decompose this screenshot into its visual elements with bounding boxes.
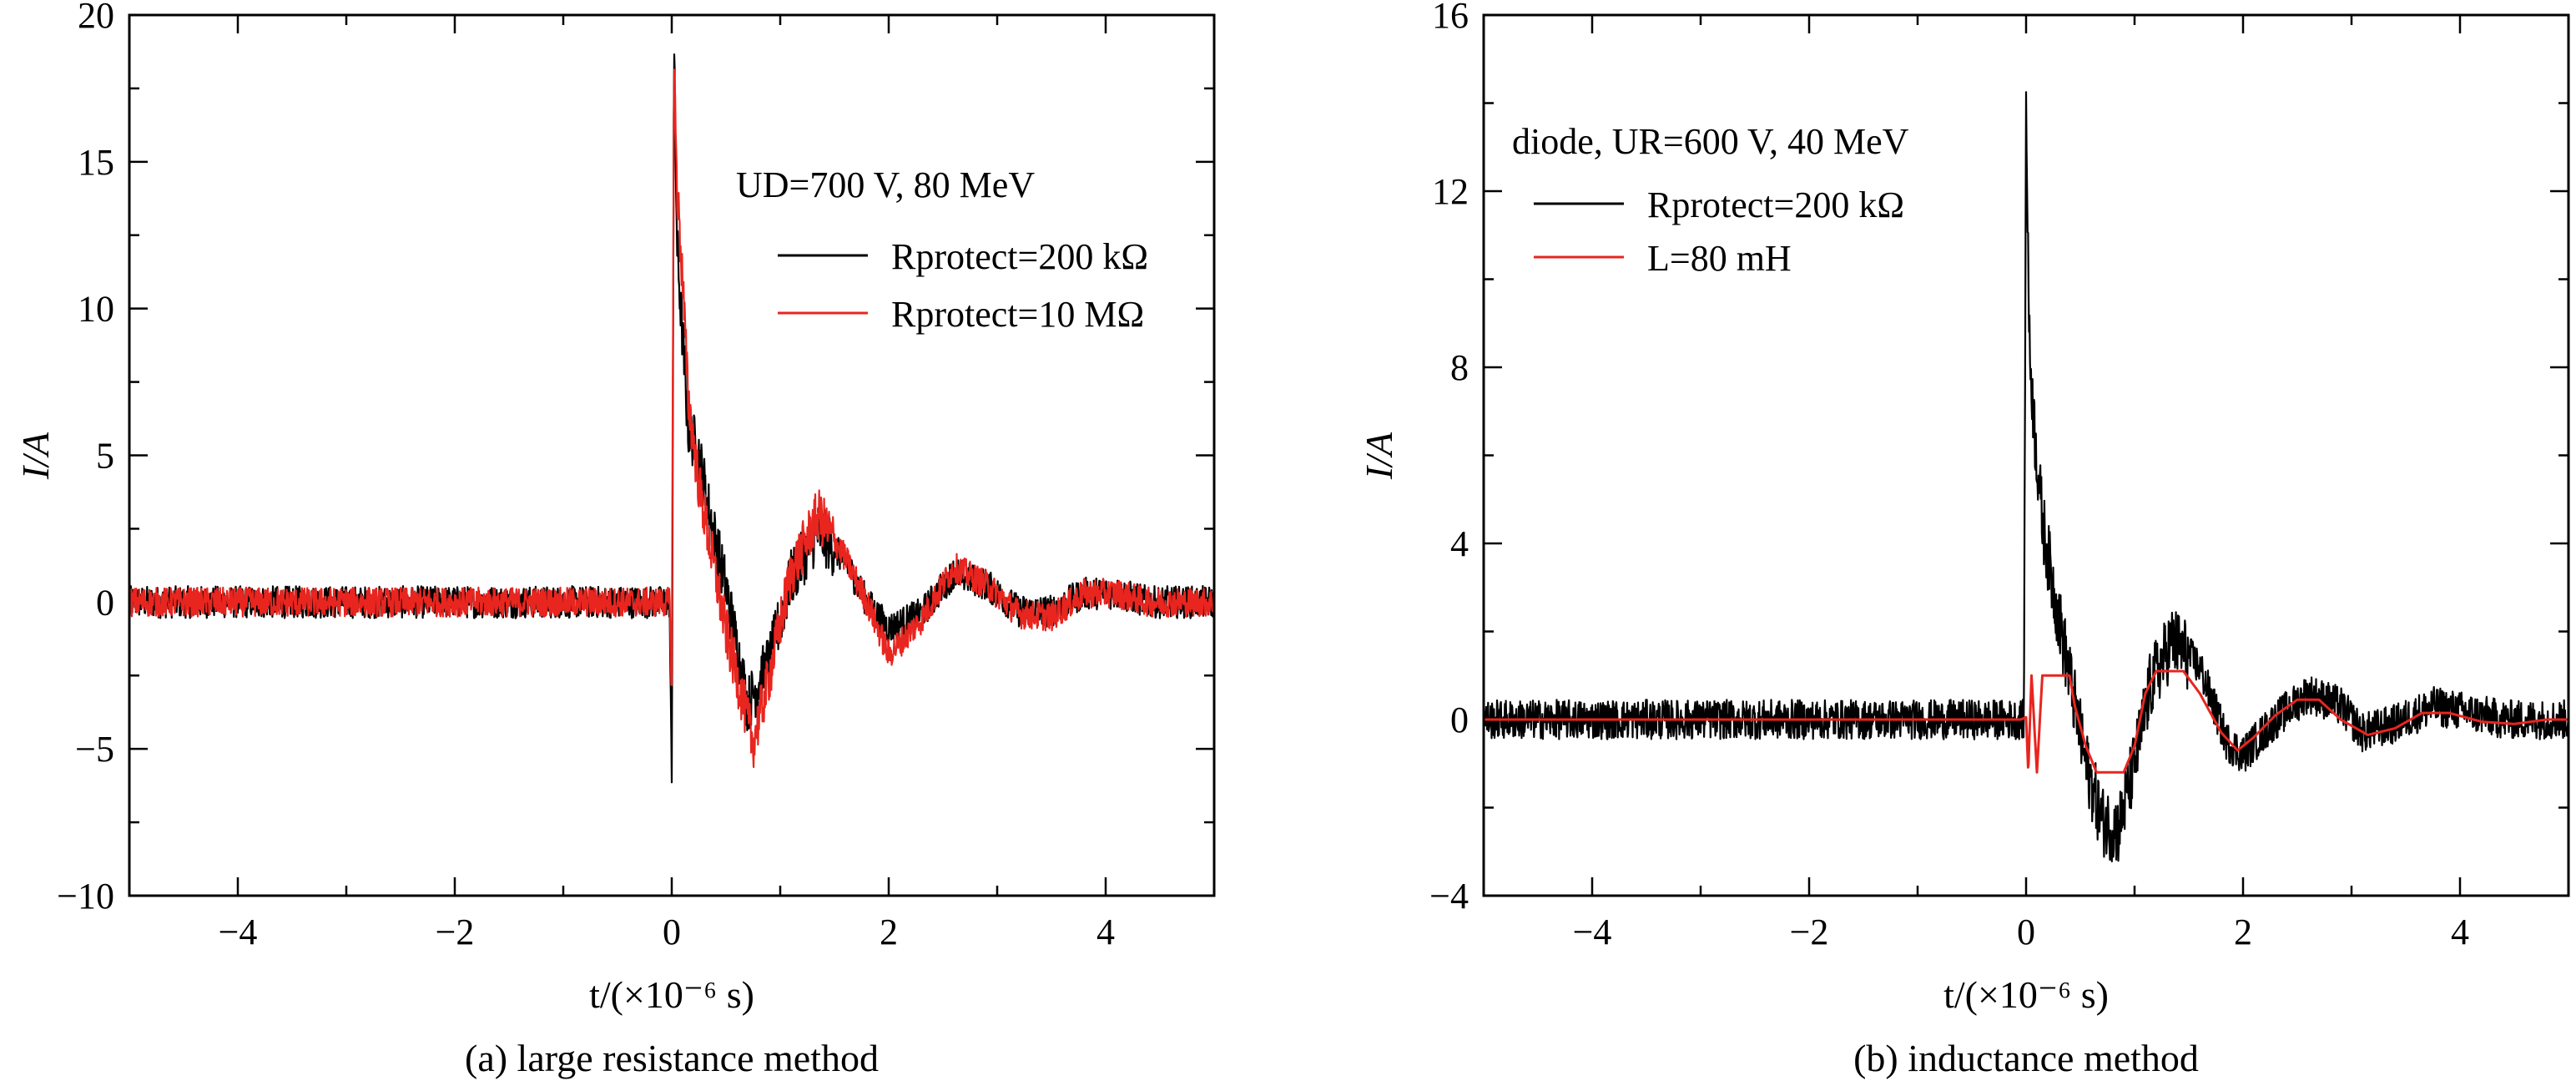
x-tick-label: 0 <box>2017 912 2035 952</box>
panel-a-tick-labels: −4 −2 0 2 4 −10 −5 0 5 10 15 20 <box>57 0 1115 952</box>
panel-a-ylabel: I/A <box>14 432 57 480</box>
x-tick-label: −4 <box>219 912 258 952</box>
panel-b-ylabel: I/A <box>1358 432 1400 480</box>
panel-b-legend-title: diode, UR=600 V, 40 MeV <box>1512 121 1909 162</box>
y-tick-label: 12 <box>1432 171 1469 212</box>
y-tick-label: 16 <box>1432 0 1469 36</box>
y-tick-label: 10 <box>78 289 114 330</box>
panel-b-legend: diode, UR=600 V, 40 MeV Rprotect=200 kΩ … <box>1512 121 1909 279</box>
x-tick-label: 4 <box>2451 912 2469 952</box>
y-tick-label: 8 <box>1450 347 1469 388</box>
y-tick-label: 0 <box>96 582 114 623</box>
y-tick-label: 5 <box>96 436 114 477</box>
x-tick-label: 2 <box>2234 912 2252 952</box>
y-tick-label: −4 <box>1429 876 1469 917</box>
panel-a-series-line-1 <box>129 68 1214 769</box>
panel-b-plot-frame <box>1482 13 2570 897</box>
panel-b: −4 −2 0 2 4 −4 0 4 8 12 16 I/A t/(×10⁻⁶ s) (b) ind… <box>1358 0 2570 1079</box>
panel-a-caption: (a) large resistance method <box>465 1037 879 1079</box>
x-tick-label: −4 <box>1573 912 1612 952</box>
x-tick-label: −2 <box>1790 912 1829 952</box>
x-tick-label: −2 <box>436 912 475 952</box>
panel-a-legend-title: UD=700 V, 80 MeV <box>736 164 1035 205</box>
panel-a-legend-label-0: Rprotect=200 kΩ <box>891 236 1148 277</box>
y-tick-label: 0 <box>1450 700 1469 740</box>
x-tick-label: 4 <box>1096 912 1115 952</box>
panel-a: −4 −2 0 2 4 −10 −5 0 5 10 15 20 I/A t/(×10⁻⁶ s) (a)… <box>14 0 1216 1079</box>
panel-b-caption: (b) inductance method <box>1853 1037 2199 1079</box>
panel-a-plot-frame <box>128 13 1216 897</box>
panel-b-legend-label-1: L=80 mH <box>1647 238 1792 279</box>
panel-a-legend-label-1: Rprotect=10 MΩ <box>891 294 1144 335</box>
y-tick-label: 4 <box>1450 523 1469 564</box>
panel-a-legend: UD=700 V, 80 MeV Rprotect=200 kΩ Rprotec… <box>736 164 1148 335</box>
panel-b-xlabel: t/(×10⁻⁶ s) <box>1943 973 2109 1016</box>
y-tick-label: 20 <box>78 0 114 36</box>
panel-b-legend-label-0: Rprotect=200 kΩ <box>1647 184 1904 225</box>
panel-b-tick-labels: −4 −2 0 2 4 −4 0 4 8 12 16 <box>1429 0 2469 952</box>
x-tick-label: 2 <box>880 912 898 952</box>
panel-a-series <box>129 53 1214 784</box>
y-tick-label: −5 <box>75 729 114 770</box>
y-tick-label: −10 <box>57 876 114 917</box>
panel-b-series <box>1484 91 2568 863</box>
y-tick-label: 15 <box>78 142 114 183</box>
x-tick-label: 0 <box>663 912 681 952</box>
panel-b-series-line-1 <box>1484 669 2568 774</box>
panel-a-xlabel: t/(×10⁻⁶ s) <box>589 973 754 1016</box>
